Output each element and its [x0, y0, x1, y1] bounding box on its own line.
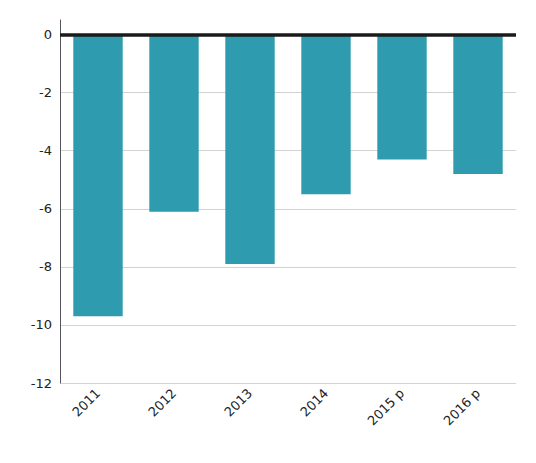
svg-text:2015 p: 2015 p — [365, 386, 408, 429]
svg-text:-6: -6 — [39, 201, 52, 216]
svg-text:2014: 2014 — [297, 386, 331, 420]
svg-text:2016 p: 2016 p — [441, 386, 484, 429]
svg-text:-12: -12 — [31, 376, 52, 391]
svg-text:-8: -8 — [39, 259, 52, 274]
svg-text:-2: -2 — [39, 85, 52, 100]
svg-text:2011: 2011 — [69, 386, 103, 420]
svg-text:2013: 2013 — [221, 386, 255, 420]
svg-text:0: 0 — [44, 27, 52, 42]
svg-text:-10: -10 — [31, 317, 52, 332]
svg-text:-4: -4 — [39, 143, 52, 158]
svg-text:2012: 2012 — [145, 386, 179, 420]
